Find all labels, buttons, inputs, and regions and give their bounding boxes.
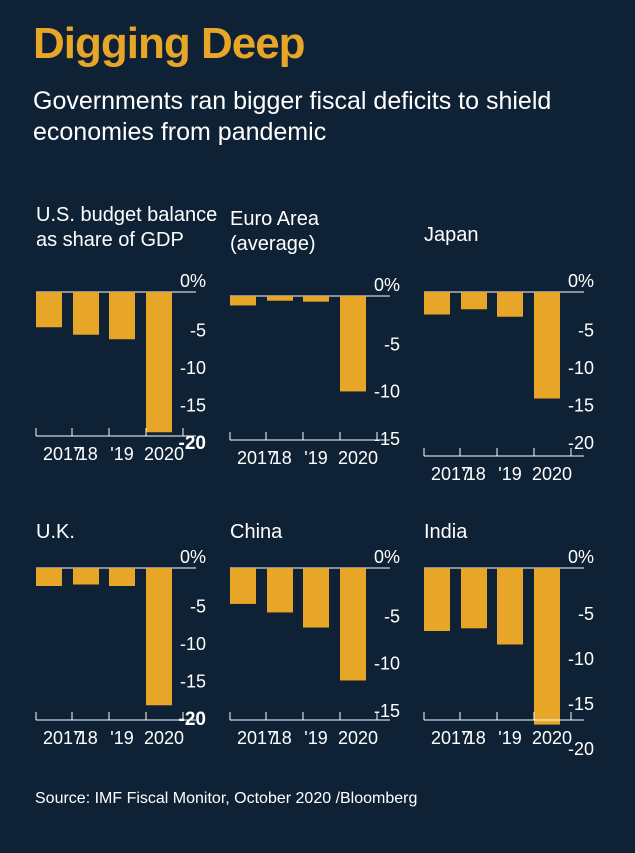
bar-2017 xyxy=(36,292,62,328)
bar-19 xyxy=(303,296,329,302)
x-tick-label: '19 xyxy=(110,728,133,748)
y-tick-label: -15 xyxy=(568,694,594,714)
bar-2020 xyxy=(146,568,172,706)
bar-2020 xyxy=(340,296,366,392)
x-tick-label: '19 xyxy=(498,728,521,748)
bar-chart-euro-area: 0% -5 -10 -15 2017'18 '19 2020 xyxy=(229,275,400,468)
source-note: Source: IMF Fiscal Monitor, October 2020… xyxy=(35,790,418,807)
panel-title: Japan xyxy=(424,224,479,246)
x-tick-label: 2017 xyxy=(431,464,471,484)
y-tick-label: -5 xyxy=(578,604,594,624)
x-tick-label: 2017 xyxy=(431,728,471,748)
panel-us: U.S. budget balance as share of GDP 0% -5… xyxy=(35,203,241,483)
bar-19 xyxy=(497,292,523,317)
y-tick-label: -10 xyxy=(180,634,206,654)
y-tick-label: 0% xyxy=(568,271,594,291)
x-tick-label: '19 xyxy=(498,464,521,484)
y-tick-label: -5 xyxy=(384,606,400,626)
x-tick-label: '18 xyxy=(74,444,97,464)
y-tick-label: -5 xyxy=(578,321,594,341)
bar-18 xyxy=(73,568,99,585)
y-tick-label: 0% xyxy=(180,547,206,567)
x-tick-label: '18 xyxy=(268,728,291,748)
chart-title: Digging Deep xyxy=(33,19,306,68)
bar-19 xyxy=(303,568,329,628)
x-tick-label: 2020 xyxy=(532,464,572,484)
bar-18 xyxy=(267,568,293,613)
y-tick-label: -5 xyxy=(190,597,206,617)
y-tick-label: 0% xyxy=(180,271,206,291)
x-tick-label: '18 xyxy=(462,728,485,748)
y-tick-label: -5 xyxy=(190,321,206,341)
x-tick-label: '18 xyxy=(74,728,97,748)
y-tick-label: -20 xyxy=(568,739,594,759)
x-tick-label: 2017 xyxy=(237,728,277,748)
panel-title: India xyxy=(424,521,468,543)
y-tick-label: -10 xyxy=(568,358,594,378)
x-tick-label: 2017 xyxy=(43,444,83,464)
y-tick-label: -15 xyxy=(568,396,594,416)
y-tick-label: -20 xyxy=(568,433,594,453)
x-tick-label: 2017 xyxy=(237,448,277,468)
bar-chart-us: 0% -5 -10 -15 -20 2017'18 '19 2020 xyxy=(35,271,206,464)
bar-19 xyxy=(109,292,135,340)
bar-2017 xyxy=(230,568,256,604)
x-tick-label: '18 xyxy=(462,464,485,484)
bar-19 xyxy=(497,568,523,645)
x-tick-label: '19 xyxy=(304,728,327,748)
bar-chart-india: 0% -5 -10 -15 -20 2017'18 '19 2020 xyxy=(423,547,594,759)
x-tick-label: 2020 xyxy=(144,444,184,464)
panel-title: Euro Area (average) xyxy=(230,208,319,255)
panel-title: U.K. xyxy=(36,521,75,543)
x-tick-label: '18 xyxy=(268,448,291,468)
panel-title: U.S. budget balance as share of GDP xyxy=(36,204,218,251)
x-tick-label: 2020 xyxy=(338,448,378,468)
y-tick-label: 0% xyxy=(374,547,400,567)
panel-china: China 0% -5 -10 -15 2017'18 '19 2020 xyxy=(229,520,435,800)
x-tick-label: 2020 xyxy=(144,728,184,748)
bar-chart-japan: 0% -5 -10 -15 -20 2017'18 '19 2020 xyxy=(423,271,594,484)
bar-2020 xyxy=(534,292,560,399)
y-tick-label: -10 xyxy=(374,382,400,402)
bar-2020 xyxy=(534,568,560,725)
y-tick-label: 0% xyxy=(568,547,594,567)
panel-japan: Japan 0% -5 -10 -15 -20 2017'18 '19 2020 xyxy=(423,223,629,503)
bar-2020 xyxy=(340,568,366,681)
x-tick-label: 2017 xyxy=(43,728,83,748)
chart-subtitle: Governments ran bigger fiscal deficits t… xyxy=(33,87,552,146)
y-tick-label: -15 xyxy=(180,396,206,416)
x-tick-label: '19 xyxy=(304,448,327,468)
y-tick-label: -20 xyxy=(179,433,206,454)
bar-18 xyxy=(267,296,293,301)
bar-18 xyxy=(461,568,487,629)
bar-18 xyxy=(461,292,487,310)
x-tick-label: '19 xyxy=(110,444,133,464)
x-tick-label: 2020 xyxy=(338,728,378,748)
y-tick-label: -10 xyxy=(374,654,400,674)
bar-2017 xyxy=(230,296,256,306)
bar-2020 xyxy=(146,292,172,433)
panel-euro-area: Euro Area (average) 0% -5 -10 -15 2017'18 '19… xyxy=(229,207,435,487)
y-tick-label: -15 xyxy=(374,429,400,449)
y-tick-label: -10 xyxy=(180,358,206,378)
panel-title: China xyxy=(230,521,283,543)
y-tick-label: -5 xyxy=(384,334,400,354)
bar-18 xyxy=(73,292,99,335)
bar-2017 xyxy=(36,568,62,586)
y-tick-label: -10 xyxy=(568,649,594,669)
y-tick-label: -15 xyxy=(374,701,400,721)
bar-2017 xyxy=(424,568,450,631)
panel-india: India 0% -5 -10 -15 -20 2017'18 '19 2020 xyxy=(423,520,629,800)
y-tick-label: -15 xyxy=(180,672,206,692)
x-tick-label: 2020 xyxy=(532,728,572,748)
bar-19 xyxy=(109,568,135,586)
y-tick-label: 0% xyxy=(374,275,400,295)
bar-chart-china: 0% -5 -10 -15 2017'18 '19 2020 xyxy=(229,547,400,748)
bar-2017 xyxy=(424,292,450,315)
panel-uk: U.K. 0% -5 -10 -15 -20 2017'18'19 2020 xyxy=(35,520,241,800)
